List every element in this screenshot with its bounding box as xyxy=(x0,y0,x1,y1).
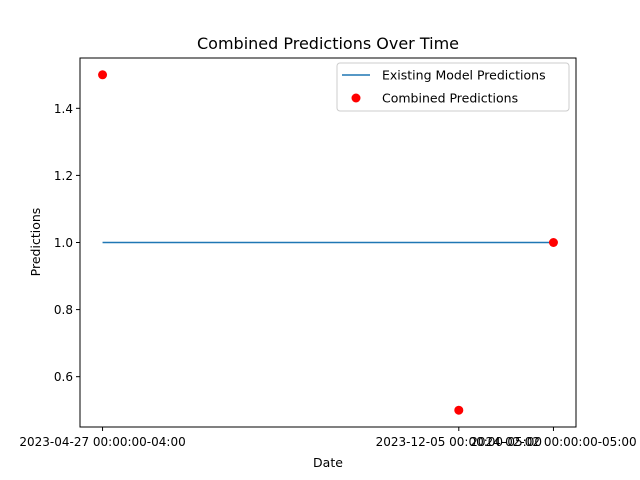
legend: Existing Model Predictions Combined Predi… xyxy=(336,62,570,112)
chart-title: Combined Predictions Over Time xyxy=(197,34,459,53)
data-point-combined-predictions xyxy=(454,405,464,415)
y-tick-label: 1.0 xyxy=(54,236,73,250)
legend-swatch-marker xyxy=(351,93,361,103)
y-axis-label: Predictions xyxy=(28,208,43,277)
y-tick-label: 1.2 xyxy=(54,169,73,183)
data-point-combined-predictions xyxy=(98,70,108,80)
y-tick-label: 0.6 xyxy=(54,370,73,384)
x-tick-label: 2023-12-05 00:00:00-05:00 xyxy=(376,435,542,449)
legend-box xyxy=(336,62,570,112)
legend-label: Combined Predictions xyxy=(382,91,518,106)
y-tick-label: 0.8 xyxy=(54,303,73,317)
legend-label: Existing Model Predictions xyxy=(382,68,546,83)
x-axis-label: Date xyxy=(313,455,343,470)
x-tick-label: 2023-04-27 00:00:00-04:00 xyxy=(19,435,185,449)
data-point-combined-predictions xyxy=(548,238,558,247)
x-tick-label: 2024-02-02 00:00:00-05:00 xyxy=(470,435,636,449)
y-tick-label: 1.4 xyxy=(54,102,73,116)
